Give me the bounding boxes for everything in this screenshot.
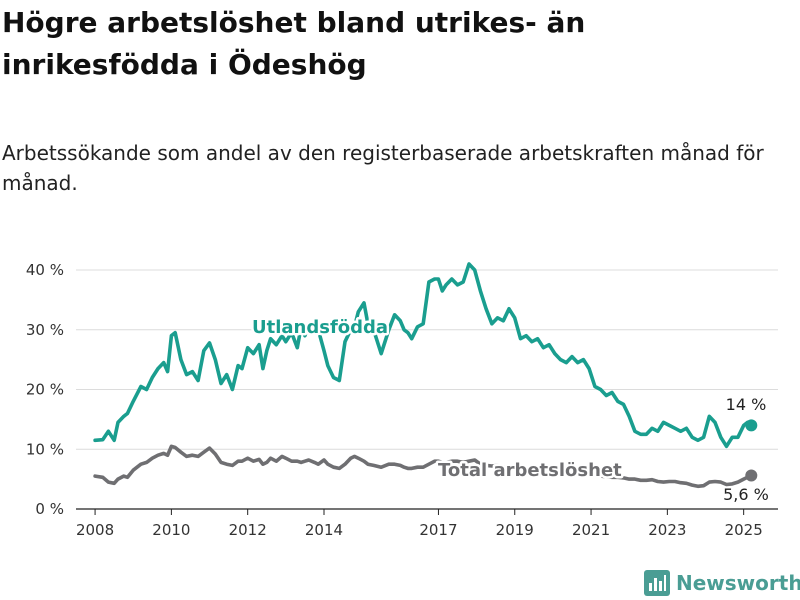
x-axis-ticks: 2008 2010 2012 2014 2017 2019 2021 2023 2025 <box>76 509 763 539</box>
series-labels: Utlandsfödda Total arbetslöshet 14 % 5,6 % <box>250 315 769 505</box>
brand-name: Newsworthy <box>676 571 800 595</box>
y-tick-label: 10 % <box>26 440 64 458</box>
y-axis-ticks: 0 % 10 % 20 % 30 % 40 % <box>26 261 64 518</box>
gridlines <box>76 269 778 510</box>
x-tick-label: 2008 <box>76 521 114 539</box>
x-tick-label: 2010 <box>152 521 190 539</box>
chart-subtitle: Arbetssökande som andel av den registerb… <box>2 141 764 195</box>
end-value-label: 5,6 % <box>723 485 769 504</box>
x-tick-label: 2021 <box>572 521 610 539</box>
x-tick-label: 2012 <box>229 521 267 539</box>
x-tick-label: 2023 <box>648 521 686 539</box>
series-name-label: Utlandsfödda <box>252 317 388 338</box>
series-lines <box>93 262 758 489</box>
x-tick-label: 2017 <box>419 521 457 539</box>
series-line-foreign-born <box>93 262 754 449</box>
series-line-total <box>93 444 754 489</box>
series-name-label: Total arbetslöshet <box>438 460 622 481</box>
series-end-dot-foreign-born <box>745 419 758 432</box>
newsworthy-logo: Newsworthy <box>644 568 800 598</box>
y-tick-label: 20 % <box>26 381 64 399</box>
y-tick-label: 30 % <box>26 321 64 339</box>
x-tick-label: 2014 <box>305 521 343 539</box>
y-tick-label: 40 % <box>26 261 64 279</box>
x-tick-label: 2019 <box>496 521 534 539</box>
y-tick-label: 0 % <box>35 500 64 518</box>
series-end-dot-total <box>745 469 758 482</box>
bar-chart-icon <box>644 570 670 596</box>
x-tick-label: 2025 <box>725 521 763 539</box>
end-value-label: 14 % <box>726 395 767 414</box>
chart-title: Högre arbetslöshet bland utrikes- än inr… <box>2 6 586 81</box>
